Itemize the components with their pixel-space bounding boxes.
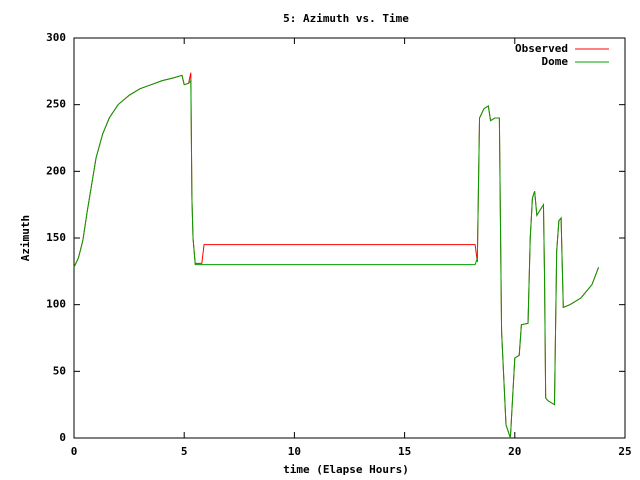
legend-label: Observed [515, 42, 568, 55]
y-axis-label: Azimuth [19, 215, 32, 261]
x-tick-label: 5 [181, 445, 188, 458]
y-tick-label: 300 [46, 31, 66, 44]
x-tick-label: 15 [398, 445, 411, 458]
y-tick-label: 100 [46, 298, 66, 311]
x-tick-label: 20 [508, 445, 521, 458]
legend-label: Dome [542, 55, 569, 68]
chart-title: 5: Azimuth vs. Time [283, 12, 409, 25]
y-tick-label: 0 [59, 431, 66, 444]
x-tick-label: 0 [71, 445, 78, 458]
plot-border [73, 37, 626, 439]
x-tick-label: 25 [618, 445, 631, 458]
y-tick-label: 150 [46, 231, 66, 244]
x-tick-label: 10 [288, 445, 301, 458]
y-tick-label: 50 [53, 364, 66, 377]
series-line [73, 74, 600, 439]
x-axis-label: time (Elapse Hours) [283, 463, 409, 476]
y-tick-label: 200 [46, 164, 66, 177]
y-tick-label: 250 [46, 98, 66, 111]
